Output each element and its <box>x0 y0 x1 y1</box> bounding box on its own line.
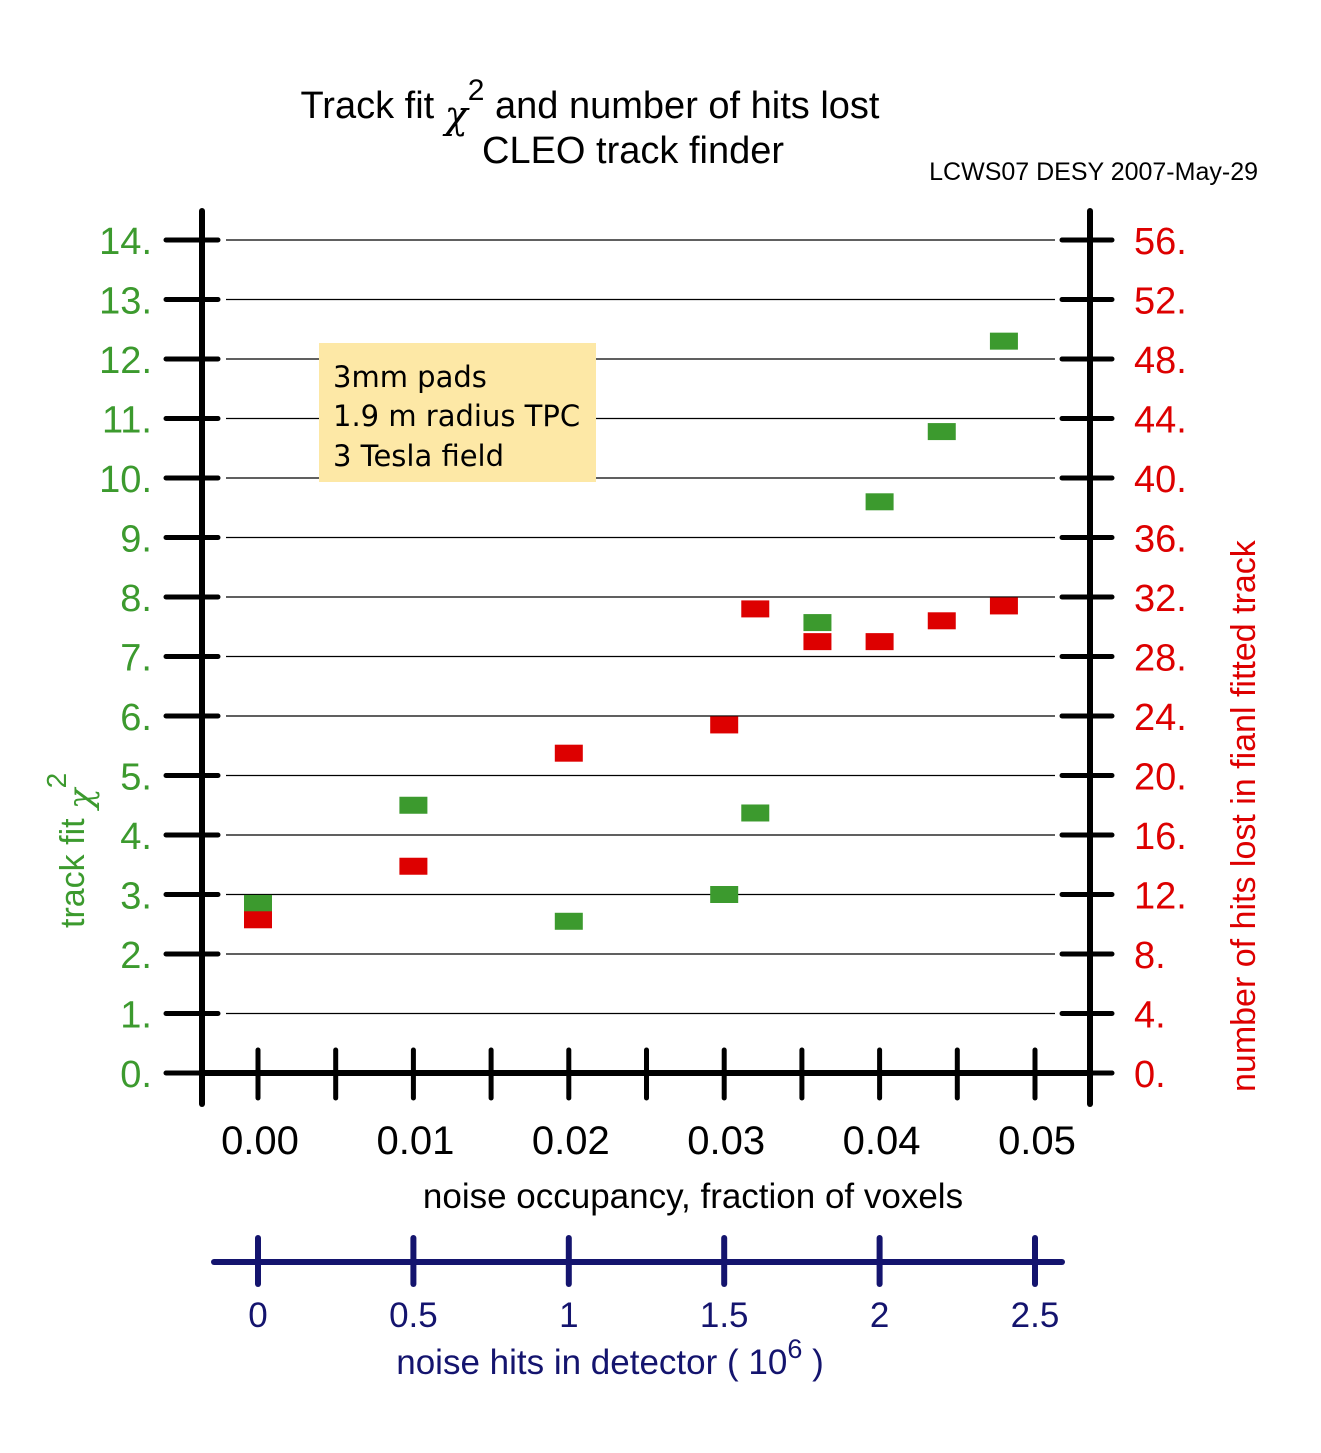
annotation-line-3: 3 Tesla field <box>333 439 504 473</box>
annotation-box: 3mm pads 1.9 m radius TPC 3 Tesla field <box>319 343 596 482</box>
y-right-tick-label: 28. <box>1134 638 1187 680</box>
hits-lost-point <box>244 911 272 929</box>
y-left-tick-label: 10. <box>99 459 152 501</box>
y-right-tick-label: 12. <box>1134 876 1187 918</box>
conference-label: LCWS07 DESY 2007-May-29 <box>929 158 1258 186</box>
x-tick-label: 0.02 <box>532 1119 610 1163</box>
data-marks <box>244 332 1018 930</box>
x2-tick-label: 0 <box>248 1296 267 1335</box>
y-right-tick-label: 0. <box>1134 1054 1166 1096</box>
hits-lost-point <box>989 597 1018 615</box>
hits-lost-point <box>741 600 770 618</box>
x-tick-label: 0.05 <box>998 1119 1076 1163</box>
x2-tick-label: 0.5 <box>389 1296 438 1335</box>
y-right-tick-label: 24. <box>1134 697 1187 739</box>
chi2-point <box>927 423 956 441</box>
chi2-point <box>741 804 770 822</box>
x-tick-label: 0.01 <box>376 1119 454 1163</box>
y-left-tick-label: 3. <box>120 876 152 918</box>
x2-tick-label: 2 <box>870 1296 889 1335</box>
axis-labels: 0. 0. 1. 4. 2. 8. 3. 12. 4. 16. 5. 20. 6. 24. 7. 28. 8. 3… <box>99 221 1187 1335</box>
axes <box>163 208 1115 1287</box>
y-right-tick-label: 44. <box>1134 400 1187 442</box>
hits-lost-point <box>554 744 583 762</box>
y-left-tick-label: 13. <box>99 281 152 323</box>
chi2-point <box>554 912 583 930</box>
y-right-tick-label: 8. <box>1134 935 1166 977</box>
y-left-tick-label: 5. <box>120 757 152 799</box>
annotation-line-1: 3mm pads <box>333 360 487 394</box>
hits-lost-point <box>710 716 739 734</box>
y-left-tick-label: 14. <box>99 221 152 263</box>
chi2-point <box>989 332 1018 350</box>
y-right-tick-label: 32. <box>1134 578 1187 620</box>
x-axis-title: noise occupancy, fraction of voxels <box>423 1177 963 1216</box>
y-right-tick-label: 40. <box>1134 459 1187 501</box>
x2-tick-label: 1.5 <box>700 1296 749 1335</box>
y-right-tick-label: 48. <box>1134 340 1187 382</box>
y-right-tick-label: 52. <box>1134 281 1187 323</box>
x2-tick-label: 1 <box>559 1296 578 1335</box>
chart-subtitle: CLEO track finder <box>482 130 784 172</box>
chi2-point <box>244 894 272 912</box>
y-right-tick-label: 4. <box>1134 995 1166 1037</box>
chi2-point <box>710 886 739 903</box>
x-tick-label: 0.03 <box>687 1119 765 1163</box>
y-right-tick-label: 16. <box>1134 816 1187 858</box>
y-left-tick-label: 1. <box>120 995 152 1037</box>
y-left-tick-label: 2. <box>120 935 152 977</box>
annotation-line-2: 1.9 m radius TPC <box>333 399 580 433</box>
hits-lost-point <box>803 633 832 651</box>
chi2-point <box>865 493 894 511</box>
y-right-tick-label: 20. <box>1134 757 1187 799</box>
y-left-tick-label: 0. <box>120 1054 152 1096</box>
y-right-tick-label: 56. <box>1134 221 1187 263</box>
y-left-tick-label: 4. <box>120 816 152 858</box>
y-left-tick-label: 11. <box>102 400 152 442</box>
y-left-tick-label: 6. <box>120 697 152 739</box>
y-left-axis-title: track fit χ2 <box>41 773 101 928</box>
chi2-point <box>399 796 428 814</box>
x-tick-label: 0.00 <box>221 1119 299 1163</box>
y-left-tick-label: 8. <box>120 578 152 620</box>
chi2-point <box>803 614 832 632</box>
y-left-tick-label: 7. <box>120 638 152 680</box>
y-right-tick-label: 36. <box>1134 519 1187 561</box>
x2-axis-title: noise hits in detector ( 106 ) <box>396 1334 823 1382</box>
hits-lost-point <box>399 857 428 875</box>
x2-tick-label: 2.5 <box>1011 1296 1060 1335</box>
hits-lost-point <box>865 633 894 651</box>
chart-title: Track fit χ2 and number of hits lost <box>301 74 880 137</box>
y-left-tick-label: 12. <box>99 340 152 382</box>
y-left-tick-label: 9. <box>120 519 152 561</box>
annotation-background <box>319 343 596 482</box>
hits-lost-point <box>927 612 956 630</box>
y-right-axis-title: number of hits lost in fianl fitted trac… <box>1225 539 1263 1092</box>
x-tick-label: 0.04 <box>843 1119 921 1163</box>
